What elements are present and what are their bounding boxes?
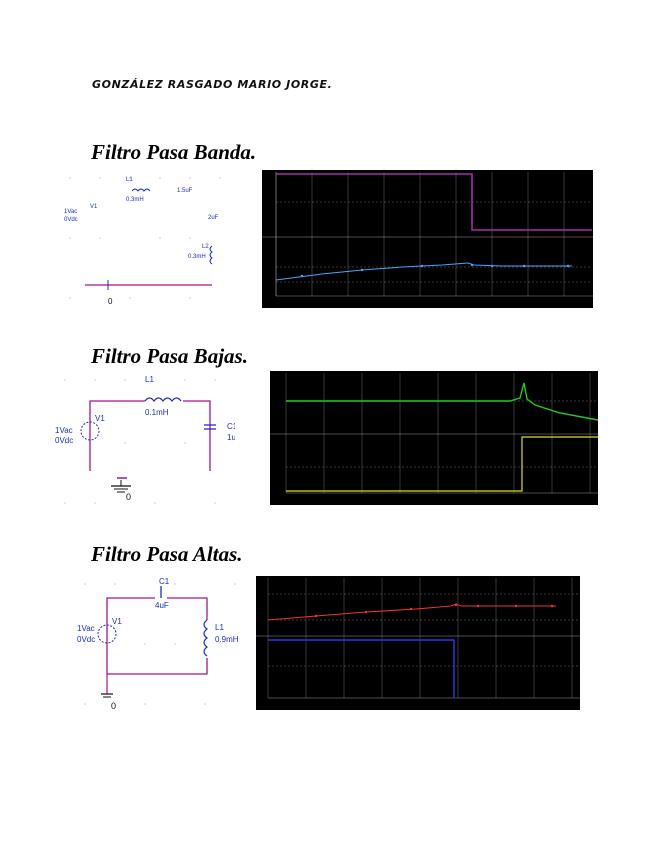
lowpass-schematic: L1 0.1mH C1 1uF V1 1Vac 0Vdc 0 — [55, 368, 235, 513]
bandpass-frequency-plot — [262, 170, 593, 308]
section-title-bandpass: Filtro Pasa Banda. — [91, 140, 257, 164]
lowpass-v1-ac: 1Vac — [55, 426, 73, 435]
lowpass-v1-dc: 0Vdc — [55, 436, 73, 445]
highpass-ground-label: 0 — [111, 701, 116, 711]
bandpass-c-value: 1.5uF — [177, 188, 193, 194]
highpass-v1-dc: 0Vdc — [77, 635, 95, 644]
bandpass-l1-name: L1 — [126, 177, 133, 183]
bandpass-v1-ac: 1Vac — [64, 209, 77, 215]
lowpass-l1-name: L1 — [145, 375, 154, 384]
lowpass-c1-value: 1uF — [227, 433, 235, 442]
highpass-schematic: C1 4uF L1 0.9mH V1 1Vac 0Vdc 0 — [75, 572, 245, 717]
lowpass-ground-label: 0 — [126, 492, 131, 502]
bandpass-v1-name: V1 — [90, 204, 98, 210]
highpass-l1-name: L1 — [215, 623, 224, 632]
highpass-l1-value: 0.9mH — [215, 635, 239, 644]
highpass-v1-name: V1 — [112, 617, 122, 626]
highpass-c1-value: 4uF — [155, 601, 169, 610]
author-name: GONZÁLEZ RASGADO MARIO JORGE. — [92, 78, 333, 91]
highpass-v1-ac: 1Vac — [77, 624, 95, 633]
bandpass-schematic: 0 L1 0.3mH 1.5uF 2uF V1 1Vac 0Vdc L2 0.3… — [60, 168, 230, 308]
bandpass-ground-label: 0 — [108, 297, 113, 306]
bandpass-l2-name: L2 — [202, 244, 209, 250]
lowpass-frequency-plot — [270, 371, 598, 505]
bandpass-l2-value: 0.3mH — [188, 254, 206, 260]
section-title-highpass: Filtro Pasa Altas. — [91, 542, 243, 566]
bandpass-c2-value: 2uF — [208, 215, 219, 221]
bandpass-l1-value: 0.3mH — [126, 197, 144, 203]
highpass-frequency-plot — [256, 576, 580, 710]
section-title-lowpass: Filtro Pasa Bajas. — [91, 344, 248, 368]
lowpass-l1-value: 0.1mH — [145, 408, 169, 417]
highpass-c1-name: C1 — [159, 577, 170, 586]
bandpass-v1-dc: 0Vdc — [64, 217, 78, 223]
lowpass-c1-name: C1 — [227, 422, 235, 431]
lowpass-v1-name: V1 — [95, 414, 105, 423]
